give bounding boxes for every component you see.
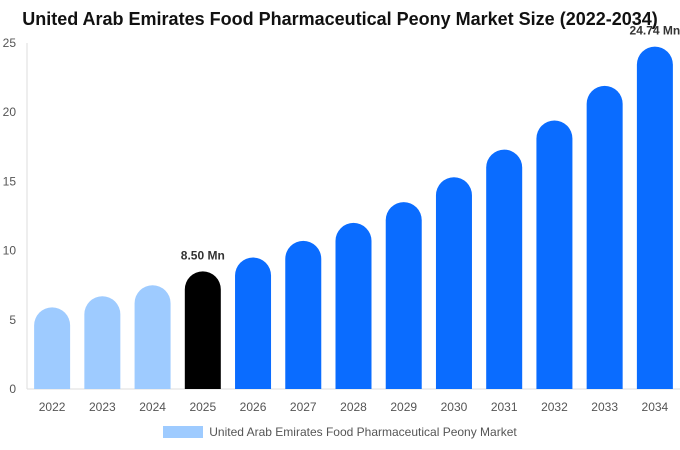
- bar: [134, 285, 171, 389]
- y-tick-label: 25: [3, 36, 17, 50]
- bar: [636, 46, 673, 390]
- x-tick-label: 2022: [39, 400, 66, 414]
- data-label: 8.50 Mn: [181, 248, 225, 262]
- bar: [235, 257, 272, 389]
- x-tick-label: 2023: [89, 400, 116, 414]
- x-tick-label: 2028: [340, 400, 367, 414]
- legend-swatch: [163, 426, 204, 438]
- legend: United Arab Emirates Food Pharmaceutical…: [0, 425, 680, 439]
- bar: [385, 202, 422, 389]
- y-tick-label: 0: [9, 382, 16, 396]
- x-tick-label: 2033: [591, 400, 618, 414]
- x-tick-label: 2034: [642, 400, 669, 414]
- x-tick-label: 2025: [189, 400, 216, 414]
- x-tick-label: 2031: [491, 400, 518, 414]
- x-tick-label: 2029: [390, 400, 417, 414]
- bar: [84, 296, 121, 389]
- y-tick-label: 10: [3, 244, 17, 258]
- x-tick-label: 2024: [139, 400, 166, 414]
- x-tick-label: 2032: [541, 400, 568, 414]
- bar: [536, 120, 573, 389]
- bar: [285, 240, 322, 389]
- x-tick-label: 2030: [441, 400, 468, 414]
- legend-label: United Arab Emirates Food Pharmaceutical…: [209, 425, 517, 439]
- chart-title: United Arab Emirates Food Pharmaceutical…: [22, 9, 658, 29]
- bar: [335, 222, 372, 389]
- bar: [34, 307, 71, 389]
- y-tick-label: 15: [3, 174, 17, 188]
- x-tick-label: 2026: [240, 400, 267, 414]
- y-tick-label: 20: [3, 105, 17, 119]
- x-tick-label: 2027: [290, 400, 317, 414]
- bar: [184, 271, 221, 389]
- bar: [586, 85, 623, 390]
- data-label: 24.74 Mn: [630, 24, 680, 38]
- bar: [486, 149, 523, 389]
- bar: [435, 177, 472, 389]
- y-tick-label: 5: [9, 313, 16, 327]
